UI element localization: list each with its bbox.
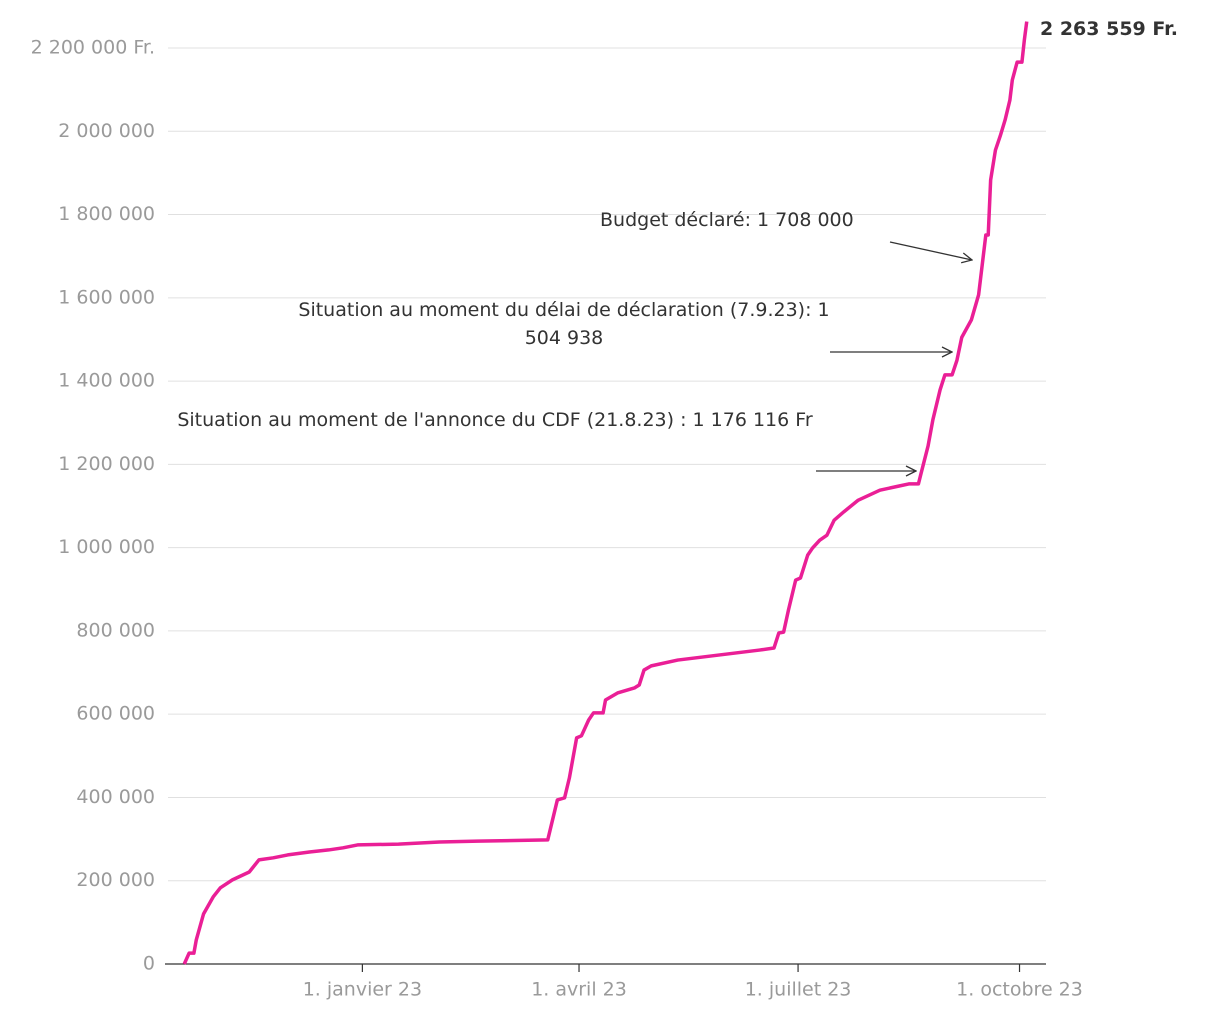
x-tick-label: 1. octobre 23	[956, 979, 1083, 1001]
y-tick-label: 1 400 000	[58, 370, 155, 392]
y-tick-label: 2 200 000 Fr.	[31, 37, 155, 59]
data-line	[182, 21, 1029, 965]
y-tick-label: 1 600 000	[58, 286, 155, 308]
y-tick-label: 1 800 000	[58, 203, 155, 225]
x-tick-label: 1. juillet 23	[745, 979, 852, 1001]
y-tick-label: 0	[143, 953, 155, 975]
y-tick-label: 400 000	[76, 786, 155, 808]
x-tick-label: 1. janvier 23	[303, 979, 422, 1001]
y-tick-label: 600 000	[76, 703, 155, 725]
y-tick-label: 1 200 000	[58, 453, 155, 475]
annotation: Budget déclaré: 1 708 000	[600, 209, 854, 231]
end-value-label: 2 263 559 Fr.	[1040, 18, 1179, 40]
y-tick-label: 1 000 000	[58, 536, 155, 558]
annotation: Situation au moment de l'annonce du CDF …	[177, 409, 813, 431]
x-tick-label: 1. avril 23	[531, 979, 627, 1001]
y-tick-label: 2 000 000	[58, 120, 155, 142]
y-tick-label: 800 000	[76, 619, 155, 641]
annotation: Situation au moment du délai de déclarat…	[298, 299, 830, 349]
y-tick-label: 200 000	[76, 869, 155, 891]
annotation-arrow	[889, 241, 972, 260]
